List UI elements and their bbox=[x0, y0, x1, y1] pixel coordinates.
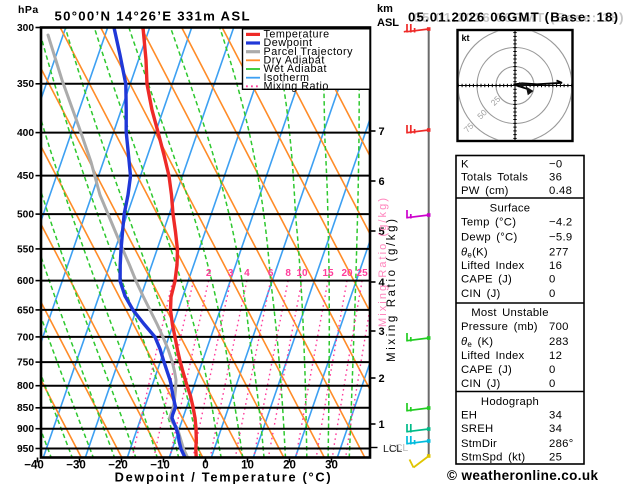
svg-text:hPa: hPa bbox=[18, 4, 39, 16]
svg-text:50°00’N 14°26’E 331m ASL: 50°00’N 14°26’E 331m ASL bbox=[55, 9, 250, 24]
svg-text:7: 7 bbox=[379, 126, 385, 138]
svg-text:2: 2 bbox=[379, 373, 385, 385]
svg-text:10: 10 bbox=[241, 460, 254, 472]
svg-text:283: 283 bbox=[549, 336, 569, 348]
svg-text:θe(K): θe(K) bbox=[461, 247, 488, 260]
svg-text:12: 12 bbox=[549, 350, 562, 362]
svg-text:Mixing Ratio (g/kg): Mixing Ratio (g/kg) bbox=[386, 219, 398, 362]
svg-text:θe (K): θe (K) bbox=[461, 336, 493, 349]
svg-text:450: 450 bbox=[17, 171, 34, 182]
svg-text:34: 34 bbox=[549, 423, 562, 435]
svg-text:30: 30 bbox=[325, 460, 338, 472]
svg-text:2: 2 bbox=[206, 268, 212, 279]
svg-text:EH: EH bbox=[461, 410, 477, 422]
svg-text:3: 3 bbox=[228, 268, 234, 279]
svg-text:950: 950 bbox=[17, 444, 34, 455]
svg-text:277: 277 bbox=[549, 247, 569, 259]
svg-text:800: 800 bbox=[17, 381, 34, 392]
svg-text:25: 25 bbox=[549, 452, 562, 464]
svg-text:700: 700 bbox=[17, 332, 34, 343]
svg-text:Totals Totals: Totals Totals bbox=[461, 172, 528, 184]
svg-text:Mixing Ratio: Mixing Ratio bbox=[264, 81, 329, 93]
svg-text:700: 700 bbox=[549, 321, 569, 333]
svg-text:Wet Adiabat: Wet Adiabat bbox=[264, 63, 328, 75]
svg-text:km: km bbox=[377, 3, 393, 15]
svg-text:05.01.2026 06GMT (Base: 18): 05.01.2026 06GMT (Base: 18) bbox=[414, 10, 624, 25]
svg-text:Lifted Index: Lifted Index bbox=[461, 350, 525, 362]
svg-text:4: 4 bbox=[244, 268, 250, 279]
svg-text:16: 16 bbox=[549, 260, 562, 272]
svg-text:−40: −40 bbox=[24, 460, 44, 472]
svg-text:LCL: LCL bbox=[383, 443, 402, 455]
svg-text:10: 10 bbox=[296, 268, 308, 279]
svg-text:25: 25 bbox=[357, 268, 369, 279]
svg-text:300: 300 bbox=[17, 23, 34, 34]
svg-text:Hodograph: Hodograph bbox=[481, 396, 539, 408]
svg-text:286°: 286° bbox=[549, 438, 574, 450]
svg-text:0: 0 bbox=[549, 364, 556, 376]
svg-text:Dewpoint: Dewpoint bbox=[264, 37, 313, 49]
svg-text:1: 1 bbox=[379, 419, 385, 431]
svg-text:15: 15 bbox=[322, 268, 334, 279]
svg-text:Surface: Surface bbox=[490, 203, 531, 215]
svg-text:kt: kt bbox=[462, 33, 470, 43]
svg-text:550: 550 bbox=[17, 244, 34, 255]
svg-text:−5.9: −5.9 bbox=[549, 232, 573, 244]
svg-text:−20: −20 bbox=[108, 460, 128, 472]
svg-text:Most Unstable: Most Unstable bbox=[471, 307, 548, 319]
svg-text:900: 900 bbox=[17, 424, 34, 435]
svg-text:0: 0 bbox=[549, 378, 556, 390]
svg-text:750: 750 bbox=[17, 358, 34, 369]
svg-text:3: 3 bbox=[379, 326, 385, 338]
svg-text:34: 34 bbox=[549, 410, 562, 422]
svg-text:500: 500 bbox=[17, 210, 34, 221]
svg-text:Pressure (mb): Pressure (mb) bbox=[461, 321, 538, 333]
svg-text:CAPE (J): CAPE (J) bbox=[461, 274, 512, 286]
svg-text:5: 5 bbox=[379, 226, 385, 238]
svg-text:Temp (°C): Temp (°C) bbox=[461, 217, 516, 229]
svg-text:SREH: SREH bbox=[461, 423, 493, 435]
svg-text:6: 6 bbox=[268, 268, 274, 279]
svg-text:CAPE (J): CAPE (J) bbox=[461, 364, 512, 376]
svg-text:Dewp (°C): Dewp (°C) bbox=[461, 232, 517, 244]
svg-text:−4.2: −4.2 bbox=[549, 217, 573, 229]
svg-text:36: 36 bbox=[549, 172, 562, 184]
svg-text:© weatheronline.co.uk: © weatheronline.co.uk bbox=[447, 468, 598, 483]
svg-text:0: 0 bbox=[549, 288, 556, 300]
svg-text:20: 20 bbox=[283, 460, 296, 472]
svg-text:CIN (J): CIN (J) bbox=[461, 288, 501, 300]
svg-text:Temperature: Temperature bbox=[264, 29, 330, 41]
svg-text:Dewpoint / Temperature (°C): Dewpoint / Temperature (°C) bbox=[115, 470, 331, 485]
svg-text:−10: −10 bbox=[150, 460, 170, 472]
svg-text:400: 400 bbox=[17, 128, 34, 139]
svg-text:StmDir: StmDir bbox=[461, 438, 497, 450]
svg-text:0: 0 bbox=[549, 274, 556, 286]
svg-text:K: K bbox=[461, 159, 469, 171]
svg-text:Mixing Ratio (g/kg): Mixing Ratio (g/kg) bbox=[377, 198, 389, 327]
svg-text:350: 350 bbox=[17, 79, 34, 90]
svg-text:StmSpd (kt): StmSpd (kt) bbox=[461, 452, 525, 464]
svg-text:0.48: 0.48 bbox=[549, 185, 572, 197]
svg-text:Dry Adiabat: Dry Adiabat bbox=[264, 55, 325, 67]
svg-text:600: 600 bbox=[17, 276, 34, 287]
svg-text:ASL: ASL bbox=[377, 17, 399, 29]
svg-text:LCL: LCL bbox=[389, 442, 408, 454]
svg-text:CIN (J): CIN (J) bbox=[461, 378, 501, 390]
svg-text:−30: −30 bbox=[66, 460, 86, 472]
svg-text:Isotherm: Isotherm bbox=[264, 72, 310, 84]
svg-text:−0: −0 bbox=[549, 159, 562, 171]
svg-text:850: 850 bbox=[17, 403, 34, 414]
svg-text:4: 4 bbox=[379, 277, 386, 289]
svg-text:20: 20 bbox=[341, 268, 353, 279]
svg-text:8: 8 bbox=[285, 268, 291, 279]
svg-text:Lifted Index: Lifted Index bbox=[461, 260, 525, 272]
svg-text:Parcel Trajectory: Parcel Trajectory bbox=[264, 46, 354, 58]
svg-text:0: 0 bbox=[202, 460, 208, 472]
svg-text:05.01.2026 06GMT (Base: 18): 05.01.2026 06GMT (Base: 18) bbox=[408, 10, 618, 25]
svg-text:650: 650 bbox=[17, 305, 34, 316]
svg-text:6: 6 bbox=[379, 176, 385, 188]
svg-text:PW (cm): PW (cm) bbox=[461, 185, 509, 197]
